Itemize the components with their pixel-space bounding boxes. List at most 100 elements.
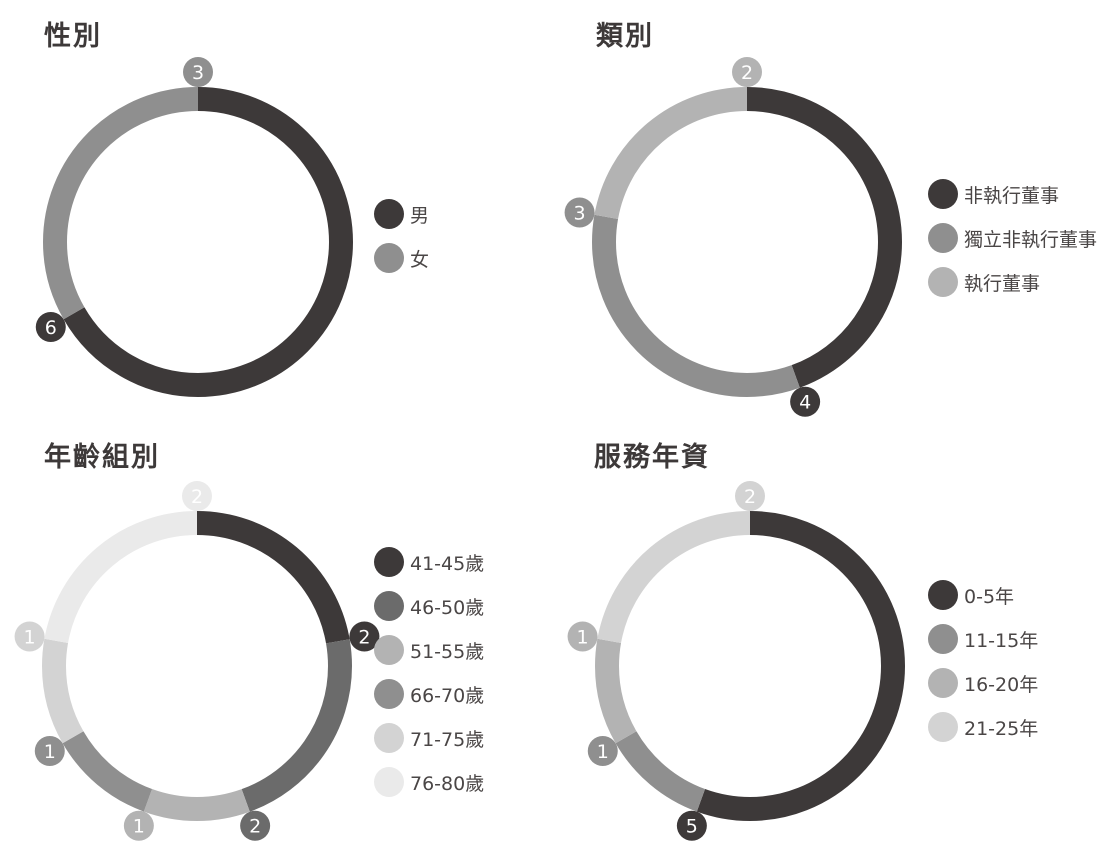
- legend-swatch: [374, 767, 404, 797]
- legend-swatch: [928, 624, 958, 654]
- legend-swatch: [928, 179, 958, 209]
- slice-value-label: 2: [182, 481, 212, 511]
- legend-label: 執行董事: [964, 272, 1041, 295]
- legend-item: 51-55歲: [374, 628, 484, 672]
- legend-swatch: [928, 712, 958, 742]
- slice-value-label: 1: [123, 810, 154, 841]
- chart-panel-3: 服務年資 5 1 1 2 0-5年 11-15年 16-20年 21-25年: [548, 423, 1104, 849]
- slice-value-text: 4: [799, 392, 811, 414]
- slice-value-text: 2: [249, 816, 261, 838]
- legend-item: 41-45歲: [374, 540, 484, 584]
- chart-panel-1: 類別 4 3 2 非執行董事 獨立非執行董事 執行董事: [548, 0, 1104, 426]
- legend-item: 11-15年: [928, 617, 1038, 661]
- legend-label: 11-15年: [964, 629, 1039, 652]
- legend-item: 66-70歲: [374, 672, 484, 716]
- donut-slice: [592, 87, 902, 397]
- legend-item: 男: [374, 192, 429, 236]
- chart-panel-2: 年齡組別 2 2 1 1 1 2 41-45歲 46-50歲 51-55歲 66-70歲 71-75歲…: [0, 423, 556, 849]
- legend-label: 21-25年: [964, 717, 1039, 740]
- slice-value-label: 1: [587, 736, 618, 766]
- slice-value-label: 1: [34, 736, 65, 766]
- legend-swatch: [928, 668, 958, 698]
- legend-swatch: [374, 243, 404, 273]
- legend-item: 76-80歲: [374, 760, 484, 804]
- donut-slice: [592, 87, 902, 397]
- slice-value-badge: [240, 810, 271, 841]
- slice-value-badge: [182, 481, 212, 511]
- slice-value-label: 5: [676, 810, 707, 841]
- legend-swatch: [374, 199, 404, 229]
- slice-value-badge: [34, 736, 65, 766]
- donut-slice: [43, 87, 353, 397]
- legend-item: 非執行董事: [928, 172, 1097, 216]
- legend-label: 46-50歲: [410, 596, 485, 619]
- slice-value-text: 2: [358, 626, 370, 648]
- slice-value-badge: [735, 481, 765, 511]
- slice-value-label: 3: [564, 197, 595, 228]
- slice-value-badge: [35, 312, 66, 342]
- slice-value-label: 3: [183, 57, 213, 87]
- legend-item: 21-25年: [928, 705, 1038, 749]
- legend-swatch: [928, 223, 958, 253]
- slice-value-badge: [732, 57, 762, 87]
- donut-chart: 5 1 1 2: [567, 481, 905, 841]
- slice-value-text: 2: [744, 486, 756, 508]
- legend-item: 0-5年: [928, 573, 1038, 617]
- legend-label: 男: [410, 204, 430, 227]
- chart-legend: 0-5年 11-15年 16-20年 21-25年: [928, 573, 1038, 749]
- slice-value-text: 6: [45, 317, 57, 339]
- donut-chart: 4 3 2: [564, 57, 902, 417]
- slice-value-text: 2: [191, 486, 203, 508]
- legend-label: 71-75歲: [410, 728, 485, 751]
- legend-item: 46-50歲: [374, 584, 484, 628]
- donut-slice: [42, 511, 352, 821]
- donut-slice: [595, 511, 905, 821]
- legend-label: 非執行董事: [964, 184, 1060, 207]
- slice-value-label: 6: [35, 312, 66, 342]
- slice-value-badge: [587, 736, 618, 766]
- slice-value-text: 3: [192, 62, 204, 84]
- legend-swatch: [928, 267, 958, 297]
- chart-title: 性別: [44, 21, 102, 52]
- legend-swatch: [374, 591, 404, 621]
- slice-value-text: 5: [686, 816, 698, 838]
- legend-label: 51-55歲: [410, 640, 485, 663]
- slice-value-label: 1: [567, 621, 598, 652]
- legend-item: 71-75歲: [374, 716, 484, 760]
- legend-swatch: [374, 547, 404, 577]
- slice-value-label: 4: [790, 386, 821, 417]
- slice-value-text: 1: [133, 816, 145, 838]
- slice-value-badge: [564, 197, 595, 228]
- slice-value-text: 1: [44, 741, 56, 763]
- legend-label: 16-20年: [964, 673, 1039, 696]
- slice-value-badge: [790, 386, 821, 417]
- chart-title: 類別: [596, 21, 654, 52]
- legend-swatch: [374, 635, 404, 665]
- slice-value-badge: [676, 810, 707, 841]
- slice-value-label: 2: [240, 810, 271, 841]
- legend-item: 執行董事: [928, 260, 1097, 304]
- donut-slice: [595, 511, 905, 821]
- legend-label: 66-70歲: [410, 684, 485, 707]
- donut-slice: [42, 511, 352, 821]
- legend-item: 女: [374, 236, 429, 280]
- slice-value-text: 1: [597, 741, 609, 763]
- legend-swatch: [374, 723, 404, 753]
- slice-value-text: 3: [574, 202, 586, 224]
- chart-title: 服務年資: [594, 442, 710, 473]
- chart-legend: 男女: [374, 192, 429, 280]
- donut-chart: 2 2 1 1 1 2: [14, 481, 380, 841]
- donut-chart: 63: [35, 57, 353, 397]
- slice-value-label: 2: [732, 57, 762, 87]
- slice-value-text: 2: [741, 62, 753, 84]
- slice-value-badge: [123, 810, 154, 841]
- slice-value-badge: [14, 621, 45, 652]
- slice-value-label: 2: [349, 621, 380, 652]
- legend-swatch: [374, 679, 404, 709]
- slice-value-label: 1: [14, 621, 45, 652]
- legend-item: 16-20年: [928, 661, 1038, 705]
- donut-slice: [42, 511, 352, 821]
- slice-value-badge: [567, 621, 598, 652]
- slice-value-text: 1: [577, 626, 589, 648]
- slice-value-text: 1: [24, 626, 36, 648]
